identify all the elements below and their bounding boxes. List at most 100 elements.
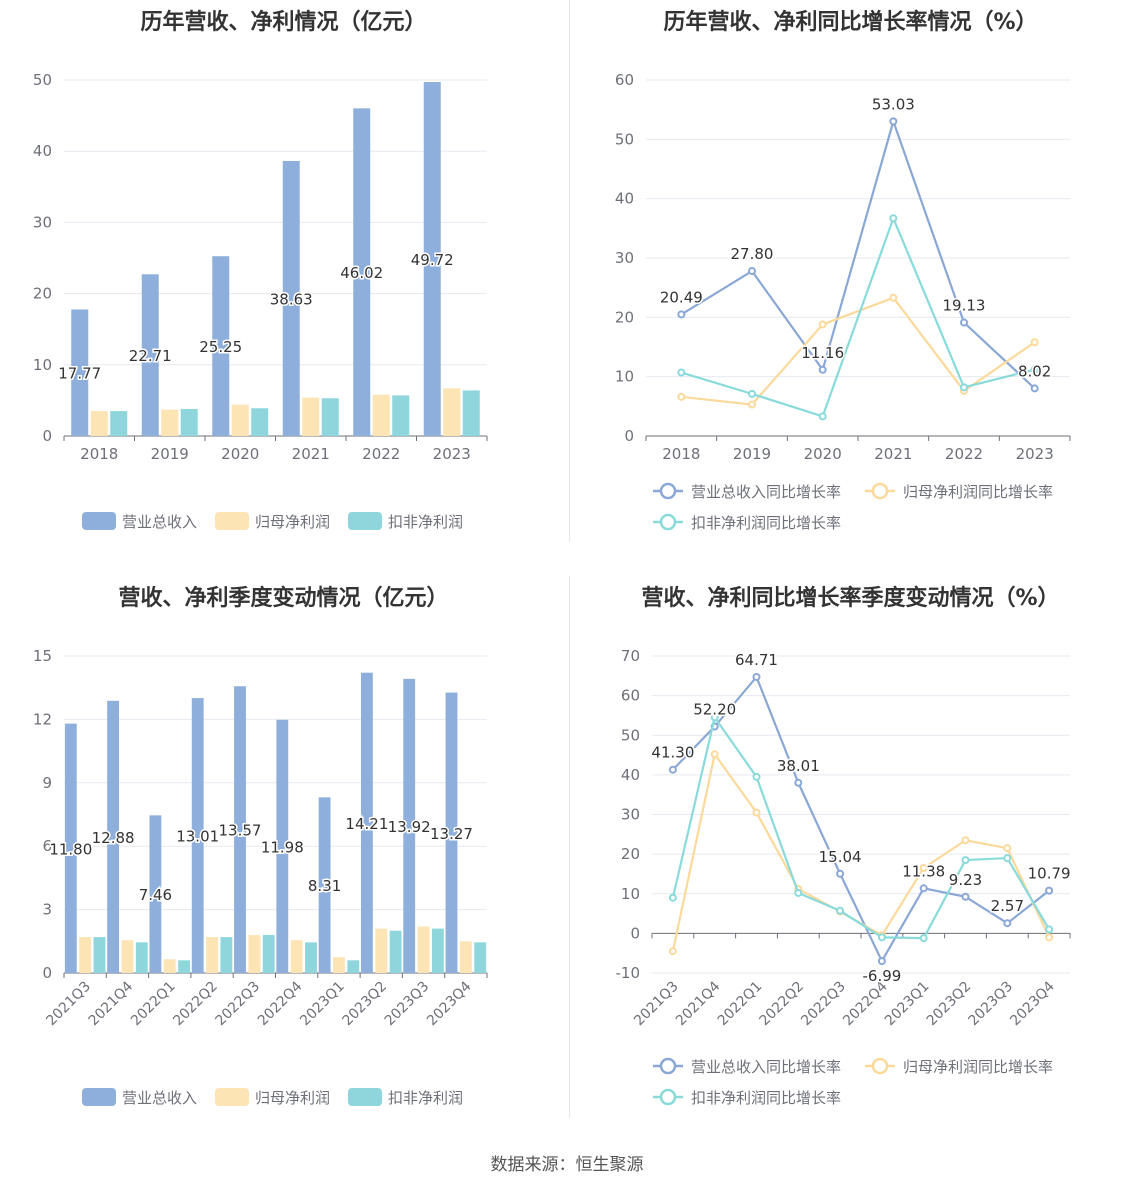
- y-tick-label: 50: [615, 130, 634, 148]
- bar-deducted-profit: [178, 960, 191, 973]
- line-point: [960, 318, 968, 327]
- legend-label: 扣非净利润: [388, 1089, 463, 1107]
- x-tick-label: 2023Q2: [924, 979, 975, 1030]
- y-tick-label: 60: [621, 687, 640, 705]
- chart-quarterly-values: 036912152021Q32021Q42022Q12022Q22022Q320…: [33, 647, 488, 1107]
- bar-deducted-profit: [389, 930, 402, 973]
- x-tick-label: 2023Q4: [1007, 978, 1058, 1029]
- legend-label: 扣非净利润同比增长率: [691, 1089, 841, 1107]
- line-point: [1003, 844, 1012, 853]
- y-tick-label: 20: [621, 845, 640, 863]
- data-label: 25.25: [199, 338, 242, 356]
- chart-title: 营收、净利同比增长率季度变动情况（%）: [641, 586, 1060, 611]
- data-label: 11.98: [261, 838, 304, 856]
- legend-swatch: [82, 512, 116, 530]
- chart-annual-values: 0 10 20 30 40 50 2018 2019 2020 2021 2022 2023 17.77…: [33, 71, 488, 531]
- bar-net-profit: [231, 404, 249, 436]
- legend-marker: [659, 1057, 677, 1075]
- x-tick-label: 2021Q4: [86, 978, 137, 1029]
- line-net-profit-growth: [681, 296, 1036, 406]
- data-label: 11.16: [801, 344, 844, 362]
- x-tick-label: 2018: [662, 445, 700, 463]
- y-tick-label: 10: [33, 356, 52, 374]
- legend-marker: [871, 482, 889, 500]
- data-label: 49.72: [411, 251, 454, 269]
- y-tick-label: -10: [616, 964, 641, 982]
- data-label: 2.57: [991, 897, 1024, 915]
- bar-net-profit: [206, 937, 218, 973]
- chart-title: 历年营收、净利情况（亿元）: [140, 10, 427, 35]
- bar-revenue: [318, 797, 331, 973]
- x-tick-label: 2023: [433, 445, 471, 463]
- x-tick-label: 2022: [362, 445, 400, 463]
- line-point: [668, 893, 677, 902]
- y-tick-label: 15: [33, 647, 52, 665]
- line-point: [960, 383, 968, 392]
- x-tick-label: 2023Q3: [382, 979, 433, 1030]
- line-point: [748, 267, 756, 276]
- y-tick-label: 0: [624, 427, 634, 445]
- data-label: 22.71: [129, 347, 172, 365]
- bar-revenue: [107, 700, 120, 973]
- bar-deducted-profit: [220, 937, 233, 973]
- legend-swatch: [348, 1088, 382, 1106]
- y-tick-label: 10: [615, 368, 634, 386]
- bar-net-profit: [163, 959, 176, 973]
- bar-deducted-profit: [462, 390, 480, 436]
- chart-panel-annual-values: 历年营收、净利情况（亿元） 0 10 20 30 40 50 2018 2019 2020 202…: [0, 0, 567, 560]
- data-label: 10.79: [1028, 865, 1071, 883]
- x-tick-label: 2020: [221, 445, 259, 463]
- x-tick-label: 2022Q1: [128, 979, 179, 1030]
- bar-net-profit: [375, 928, 388, 973]
- legend-swatch: [215, 512, 249, 530]
- bar-net-profit: [121, 940, 134, 973]
- data-label: 12.88: [92, 829, 135, 847]
- data-label: 8.02: [1018, 362, 1051, 380]
- y-tick-label: 9: [42, 774, 52, 792]
- bar-deducted-profit: [110, 411, 128, 436]
- data-label: 27.80: [731, 245, 774, 263]
- bar-revenue: [212, 256, 230, 436]
- data-label: 11.38: [902, 862, 945, 880]
- legend-marker: [659, 482, 677, 500]
- bar-net-profit: [79, 937, 92, 973]
- data-label: 20.49: [660, 288, 703, 306]
- x-tick-label: 2018: [80, 445, 118, 463]
- bar-deducted-profit: [431, 928, 444, 973]
- x-tick-label: 2021Q3: [43, 979, 94, 1030]
- line-point: [752, 672, 761, 681]
- bar-deducted-profit: [347, 960, 360, 973]
- chart-annual-growth: 0 10 20 30 40 50 60 2018 2019 2020 2021 2022 2023 20.…: [615, 71, 1071, 532]
- bar-net-profit: [248, 934, 261, 973]
- panel-divider: [569, 576, 570, 1118]
- data-label: 53.03: [872, 95, 915, 113]
- x-tick-label: 2019: [733, 445, 771, 463]
- line-point: [1045, 886, 1054, 895]
- x-tick-label: 2020: [804, 445, 842, 463]
- legend-label: 扣非净利润同比增长率: [691, 514, 841, 532]
- data-label: 11.80: [49, 840, 92, 858]
- bar-net-profit: [443, 388, 461, 436]
- x-tick-label: 2022Q1: [715, 979, 766, 1030]
- bar-deducted-profit: [251, 408, 269, 436]
- x-tick-label: 2022Q4: [840, 978, 891, 1029]
- y-tick-label: 10: [621, 885, 640, 903]
- line-point: [1045, 925, 1054, 934]
- bar-revenue: [276, 719, 289, 973]
- line-point: [818, 412, 827, 421]
- line-point: [889, 293, 898, 302]
- x-tick-label: 2021Q4: [673, 978, 724, 1029]
- bar-revenue: [360, 672, 373, 973]
- line-point: [710, 713, 719, 722]
- line-point: [748, 389, 756, 398]
- data-label: 13.92: [388, 818, 431, 836]
- legend-label: 归母净利润同比增长率: [903, 483, 1053, 501]
- chart-quarterly-growth: -100102030405060702021Q32021Q42022Q12022…: [616, 647, 1073, 1107]
- legend-label: 营业总收入同比增长率: [691, 1058, 841, 1076]
- data-label: 13.27: [430, 825, 473, 843]
- data-label: 14.21: [345, 815, 388, 833]
- line-point: [1030, 338, 1039, 347]
- legend-label: 扣非净利润: [388, 513, 463, 531]
- y-tick-label: 30: [621, 806, 640, 824]
- line-point: [748, 400, 756, 409]
